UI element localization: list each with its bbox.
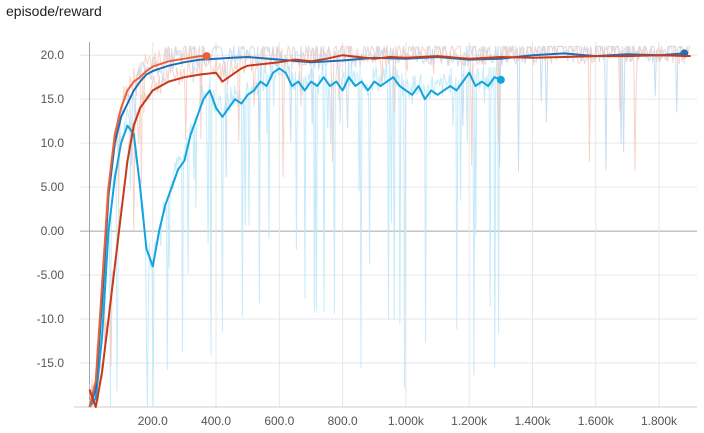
raw-series-layer	[89, 45, 691, 408]
y-tick-label: 10.0	[41, 136, 65, 150]
y-tick-label: -5.00	[37, 268, 65, 282]
raw-series-line	[89, 45, 685, 408]
series-end-marker	[496, 75, 505, 84]
x-tick-label: 1.200k	[451, 414, 488, 428]
series-line	[88, 54, 691, 408]
x-tick-label: 800.0	[328, 414, 358, 428]
series-end-marker	[202, 52, 211, 61]
x-tick-label: 1.600k	[578, 414, 615, 428]
x-tick-label: 600.0	[264, 414, 294, 428]
chart-title: episode/reward	[6, 3, 102, 19]
x-tick-label: 400.0	[201, 414, 231, 428]
x-tick-label: 200.0	[138, 414, 168, 428]
axis-layer: 20.0 15.0 10.0 5.00 0.00 -5.00 -10.0 -15.0 200.0…	[37, 48, 678, 428]
x-tick-label: 1.000k	[388, 414, 425, 428]
y-tick-label: 15.0	[41, 92, 65, 106]
y-tick-label: -15.0	[37, 356, 65, 370]
series-line	[88, 52, 685, 408]
y-tick-label: 5.00	[41, 180, 65, 194]
y-tick-label: -10.0	[37, 312, 65, 326]
x-tick-label: 1.800k	[641, 414, 678, 428]
x-tick-label: 1.400k	[514, 414, 551, 428]
series-line	[88, 67, 502, 408]
y-tick-label: 20.0	[41, 48, 65, 62]
y-tick-label: 0.00	[41, 224, 65, 238]
series-line	[88, 55, 207, 408]
smoothed-series-layer	[88, 49, 691, 408]
raw-series-line	[89, 56, 501, 408]
